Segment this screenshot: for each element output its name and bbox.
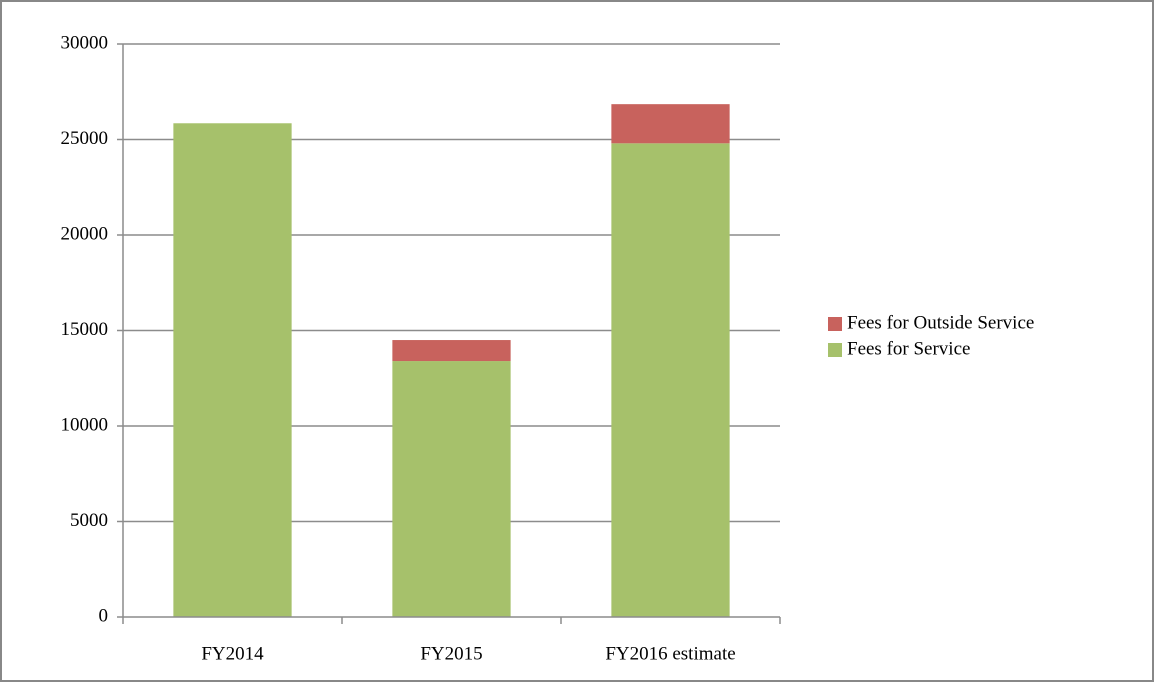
y-tick-label: 25000 — [61, 128, 109, 149]
bar-segment — [392, 340, 511, 362]
bar-segment — [392, 361, 511, 617]
legend-label: Fees for Outside Service — [847, 312, 1034, 333]
y-tick-label: 10000 — [61, 414, 109, 435]
legend-label: Fees for Service — [847, 338, 970, 359]
y-tick-label: 15000 — [61, 319, 109, 340]
bar-segment — [611, 143, 730, 617]
y-tick-label: 5000 — [70, 510, 108, 531]
legend-swatch — [828, 343, 842, 357]
y-tick-label: 0 — [99, 605, 109, 626]
legend-swatch — [828, 317, 842, 331]
bar-segment — [611, 104, 730, 144]
bar-segment — [173, 123, 292, 617]
x-tick-label: FY2016 estimate — [605, 643, 735, 664]
x-tick-label: FY2015 — [420, 643, 482, 664]
x-tick-label: FY2014 — [201, 643, 264, 664]
y-tick-label: 20000 — [61, 223, 109, 244]
y-tick-label: 30000 — [61, 32, 109, 53]
